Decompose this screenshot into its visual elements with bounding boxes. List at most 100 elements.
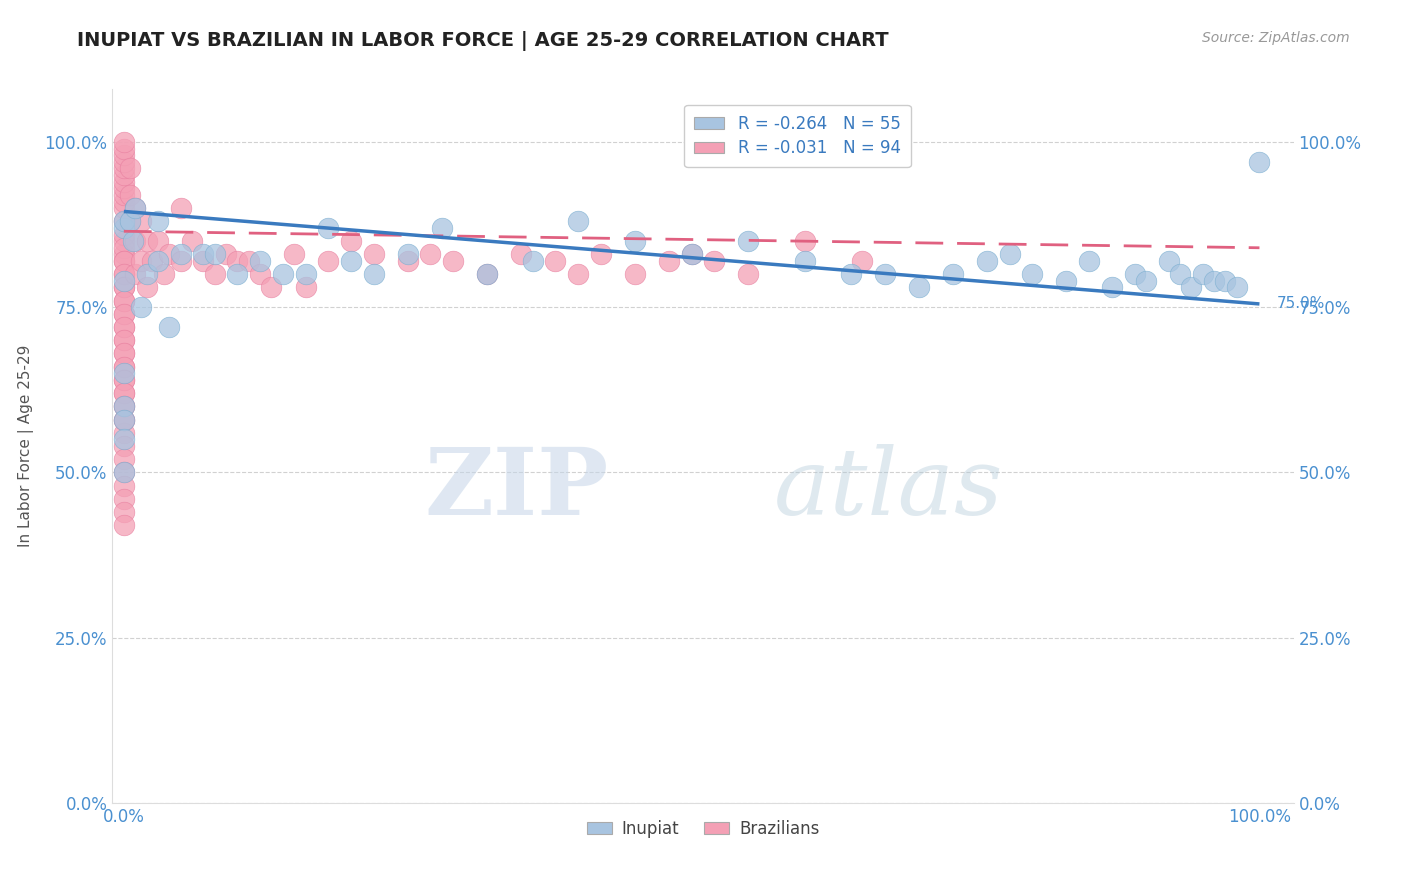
Point xyxy=(851,254,873,268)
Point xyxy=(141,254,163,268)
Text: 75.0%: 75.0% xyxy=(1277,296,1324,311)
Text: INUPIAT VS BRAZILIAN IN LABOR FORCE | AGE 25-29 CORRELATION CHART: INUPIAT VS BRAZILIAN IN LABOR FORCE | AG… xyxy=(77,31,889,51)
Point xyxy=(396,254,419,268)
Point xyxy=(112,280,135,294)
Point xyxy=(260,280,283,294)
Point xyxy=(112,400,135,414)
Point xyxy=(112,254,135,268)
Point xyxy=(146,254,169,268)
Point xyxy=(193,247,215,261)
Point xyxy=(112,293,135,308)
Point xyxy=(118,188,141,202)
Point xyxy=(146,234,169,248)
Point xyxy=(1202,274,1225,288)
Point xyxy=(681,247,703,261)
Point xyxy=(624,267,647,281)
Point xyxy=(340,234,363,248)
Point xyxy=(118,214,141,228)
Point xyxy=(112,267,135,281)
Point xyxy=(112,307,135,321)
Point xyxy=(112,241,135,255)
Point xyxy=(112,307,135,321)
Point xyxy=(169,254,191,268)
Point xyxy=(215,247,238,261)
Point xyxy=(1054,274,1077,288)
Point xyxy=(112,412,135,426)
Point xyxy=(283,247,305,261)
Text: ZIP: ZIP xyxy=(425,444,609,533)
Point xyxy=(703,254,725,268)
Point xyxy=(363,267,385,281)
Point xyxy=(1123,267,1146,281)
Point xyxy=(112,359,135,374)
Point xyxy=(1168,267,1191,281)
Point xyxy=(112,466,135,480)
Point xyxy=(112,188,135,202)
Point xyxy=(1101,280,1123,294)
Point xyxy=(441,254,464,268)
Point xyxy=(1226,280,1249,294)
Point xyxy=(112,142,135,156)
Point xyxy=(152,267,174,281)
Point xyxy=(146,214,169,228)
Point xyxy=(193,254,215,268)
Point xyxy=(873,267,896,281)
Point xyxy=(794,254,817,268)
Point xyxy=(124,201,146,215)
Point xyxy=(681,247,703,261)
Point xyxy=(112,367,135,381)
Point xyxy=(112,478,135,492)
Point xyxy=(112,400,135,414)
Point xyxy=(112,433,135,447)
Point xyxy=(112,491,135,506)
Point xyxy=(112,214,135,228)
Point xyxy=(169,201,191,215)
Point xyxy=(135,267,157,281)
Point xyxy=(112,161,135,176)
Point xyxy=(998,247,1021,261)
Point xyxy=(181,234,204,248)
Point xyxy=(1249,154,1271,169)
Point xyxy=(316,254,339,268)
Point xyxy=(249,254,271,268)
Point xyxy=(396,247,419,261)
Point xyxy=(112,346,135,360)
Point xyxy=(124,201,146,215)
Point xyxy=(942,267,965,281)
Point xyxy=(316,221,339,235)
Point xyxy=(839,267,862,281)
Point xyxy=(124,234,146,248)
Point xyxy=(118,214,141,228)
Point xyxy=(112,254,135,268)
Point xyxy=(294,267,316,281)
Point xyxy=(112,400,135,414)
Point xyxy=(737,267,759,281)
Point xyxy=(363,247,385,261)
Point xyxy=(112,267,135,281)
Text: atlas: atlas xyxy=(773,444,1004,533)
Point xyxy=(129,300,152,314)
Point xyxy=(112,373,135,387)
Point xyxy=(124,267,146,281)
Point xyxy=(112,274,135,288)
Point xyxy=(112,280,135,294)
Point xyxy=(112,386,135,401)
Point xyxy=(1021,267,1043,281)
Point xyxy=(624,234,647,248)
Point xyxy=(112,452,135,467)
Y-axis label: In Labor Force | Age 25-29: In Labor Force | Age 25-29 xyxy=(17,345,34,547)
Point xyxy=(567,267,589,281)
Point xyxy=(112,505,135,519)
Point xyxy=(157,320,180,334)
Point xyxy=(238,254,260,268)
Point xyxy=(112,466,135,480)
Point xyxy=(1078,254,1101,268)
Point xyxy=(112,247,135,261)
Point xyxy=(204,247,226,261)
Point xyxy=(589,247,612,261)
Point xyxy=(112,135,135,149)
Point xyxy=(112,181,135,195)
Point xyxy=(1157,254,1180,268)
Point xyxy=(1180,280,1202,294)
Point xyxy=(135,234,157,248)
